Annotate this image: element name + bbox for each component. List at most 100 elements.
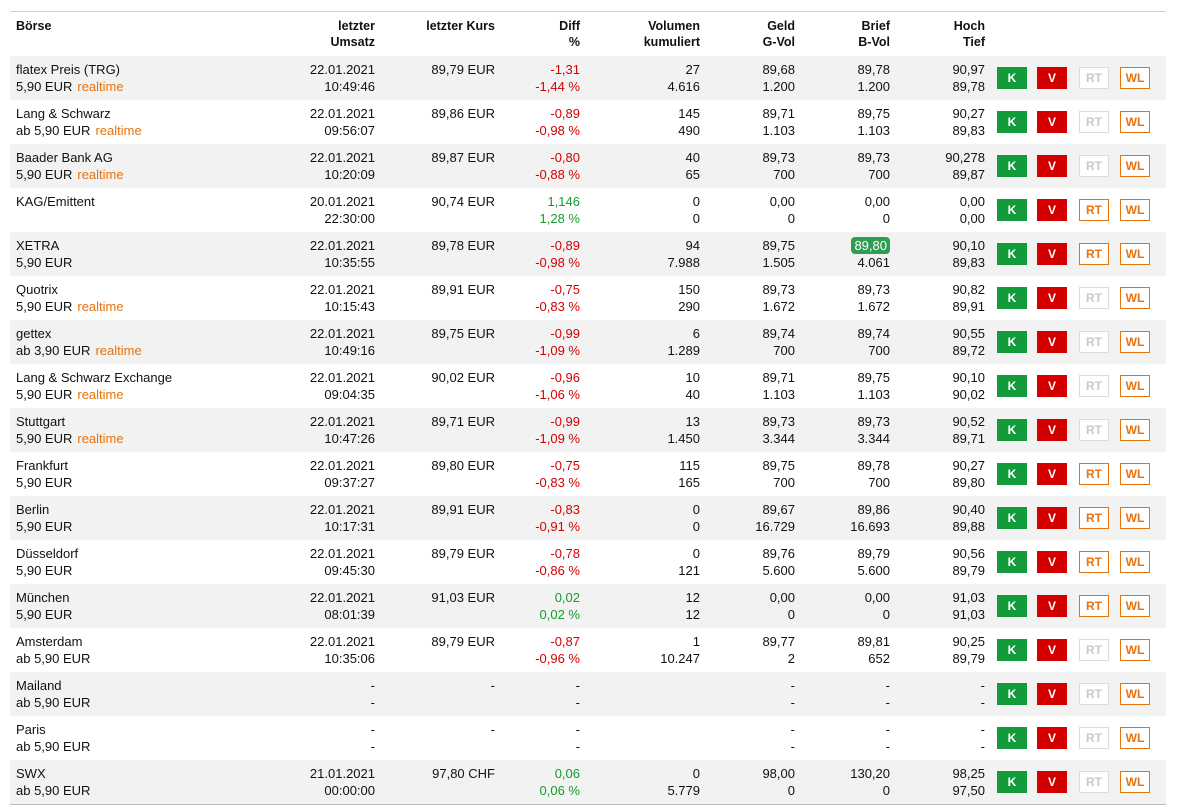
- sell-button[interactable]: V: [1037, 771, 1067, 793]
- exchange-name: Lang & Schwarz Exchange: [16, 370, 173, 385]
- diff-abs: -0,78: [550, 546, 580, 561]
- sell-button[interactable]: V: [1037, 111, 1067, 133]
- watchlist-button[interactable]: WL: [1120, 155, 1150, 177]
- watchlist-button[interactable]: WL: [1120, 551, 1150, 573]
- realtime-quote-button[interactable]: RT: [1079, 243, 1109, 265]
- bid: 89,75: [762, 458, 795, 473]
- volume-cumulative: 1.450: [667, 431, 700, 446]
- buy-button[interactable]: K: [997, 287, 1027, 309]
- watchlist-button[interactable]: WL: [1120, 771, 1150, 793]
- watchlist-button[interactable]: WL: [1120, 419, 1150, 441]
- sell-button[interactable]: V: [1037, 155, 1067, 177]
- volumen-cell: 94 7.988: [667, 237, 700, 271]
- sell-button[interactable]: V: [1037, 683, 1067, 705]
- realtime-quote-button[interactable]: RT: [1079, 287, 1109, 309]
- buy-button[interactable]: K: [997, 507, 1027, 529]
- watchlist-button[interactable]: WL: [1120, 287, 1150, 309]
- sell-button[interactable]: V: [1037, 199, 1067, 221]
- watchlist-button[interactable]: WL: [1120, 507, 1150, 529]
- watchlist-button[interactable]: WL: [1120, 595, 1150, 617]
- watchlist-button[interactable]: WL: [1120, 727, 1150, 749]
- realtime-quote-button[interactable]: RT: [1079, 551, 1109, 573]
- last-price: 90,74 EUR: [431, 194, 495, 209]
- last-price: 89,79 EUR: [431, 634, 495, 649]
- realtime-tag: realtime: [77, 387, 124, 402]
- sell-button[interactable]: V: [1037, 463, 1067, 485]
- buy-button[interactable]: K: [997, 419, 1027, 441]
- buy-button[interactable]: K: [997, 67, 1027, 89]
- diff-cell: 0,02 0,02 %: [540, 589, 580, 623]
- watchlist-button[interactable]: WL: [1120, 463, 1150, 485]
- realtime-quote-button[interactable]: RT: [1079, 595, 1109, 617]
- sell-button[interactable]: V: [1037, 551, 1067, 573]
- hoch-tief-cell: 90,40 89,88: [952, 501, 985, 535]
- realtime-quote-button[interactable]: RT: [1079, 331, 1109, 353]
- watchlist-button[interactable]: WL: [1120, 331, 1150, 353]
- buy-button[interactable]: K: [997, 595, 1027, 617]
- buy-button[interactable]: K: [997, 111, 1027, 133]
- realtime-quote-button[interactable]: RT: [1079, 155, 1109, 177]
- sell-button[interactable]: V: [1037, 331, 1067, 353]
- buy-button[interactable]: K: [997, 375, 1027, 397]
- watchlist-button[interactable]: WL: [1120, 111, 1150, 133]
- buy-button[interactable]: K: [997, 199, 1027, 221]
- sell-button[interactable]: V: [1037, 419, 1067, 441]
- watchlist-button[interactable]: WL: [1120, 375, 1150, 397]
- realtime-quote-button[interactable]: RT: [1079, 419, 1109, 441]
- sell-button[interactable]: V: [1037, 67, 1067, 89]
- realtime-quote-button[interactable]: RT: [1079, 683, 1109, 705]
- buy-button[interactable]: K: [997, 463, 1027, 485]
- diff-cell: -0,75 -0,83 %: [535, 457, 580, 491]
- umsatz-date: 22.01.2021: [309, 282, 375, 297]
- realtime-quote-button[interactable]: RT: [1079, 507, 1109, 529]
- buy-button[interactable]: K: [997, 331, 1027, 353]
- watchlist-button[interactable]: WL: [1120, 199, 1150, 221]
- sell-button[interactable]: V: [1037, 375, 1067, 397]
- umsatz-cell: 22.01.2021 09:45:30: [310, 545, 375, 579]
- last-price: 97,80 CHF: [432, 766, 495, 781]
- hoch-tief-cell: --: [981, 721, 985, 755]
- realtime-quote-button[interactable]: RT: [1079, 771, 1109, 793]
- sell-button[interactable]: V: [1037, 639, 1067, 661]
- ask-volume: 16.693: [850, 519, 890, 534]
- realtime-quote-button[interactable]: RT: [1079, 639, 1109, 661]
- buy-button[interactable]: K: [997, 155, 1027, 177]
- buy-button[interactable]: K: [997, 771, 1027, 793]
- bid-volume: 1.672: [762, 299, 795, 314]
- realtime-tag: realtime: [77, 167, 124, 182]
- bid: 89,75: [762, 238, 795, 253]
- realtime-quote-button[interactable]: RT: [1079, 111, 1109, 133]
- sell-button[interactable]: V: [1037, 595, 1067, 617]
- realtime-quote-button[interactable]: RT: [1079, 67, 1109, 89]
- brief-cell: --: [886, 721, 890, 755]
- watchlist-button[interactable]: WL: [1120, 683, 1150, 705]
- exchange-name: Paris: [16, 722, 46, 737]
- watchlist-button[interactable]: WL: [1120, 639, 1150, 661]
- realtime-quote-button[interactable]: RT: [1079, 727, 1109, 749]
- bid: 89,73: [762, 150, 795, 165]
- diff-pct: 0,06 %: [539, 783, 580, 798]
- sell-button[interactable]: V: [1037, 243, 1067, 265]
- sell-button[interactable]: V: [1037, 727, 1067, 749]
- watchlist-button[interactable]: WL: [1120, 67, 1150, 89]
- volume-cumulative: 490: [678, 123, 700, 138]
- umsatz-date: 22.01.2021: [309, 458, 375, 473]
- geld-cell: 89,76 5.600: [762, 545, 795, 579]
- buy-button[interactable]: K: [997, 683, 1027, 705]
- brief-cell: 89,78 700: [857, 457, 890, 491]
- volume-cumulative: 40: [685, 387, 700, 402]
- umsatz-time: 09:37:27: [324, 475, 375, 490]
- watchlist-button[interactable]: WL: [1120, 243, 1150, 265]
- buy-button[interactable]: K: [997, 639, 1027, 661]
- realtime-quote-button[interactable]: RT: [1079, 463, 1109, 485]
- sell-button[interactable]: V: [1037, 507, 1067, 529]
- diff-abs: 0,02: [554, 590, 580, 605]
- umsatz-time: 10:35:55: [324, 255, 375, 270]
- buy-button[interactable]: K: [997, 551, 1027, 573]
- high: 0,00: [959, 194, 985, 209]
- realtime-quote-button[interactable]: RT: [1079, 199, 1109, 221]
- buy-button[interactable]: K: [997, 727, 1027, 749]
- realtime-quote-button[interactable]: RT: [1079, 375, 1109, 397]
- sell-button[interactable]: V: [1037, 287, 1067, 309]
- buy-button[interactable]: K: [997, 243, 1027, 265]
